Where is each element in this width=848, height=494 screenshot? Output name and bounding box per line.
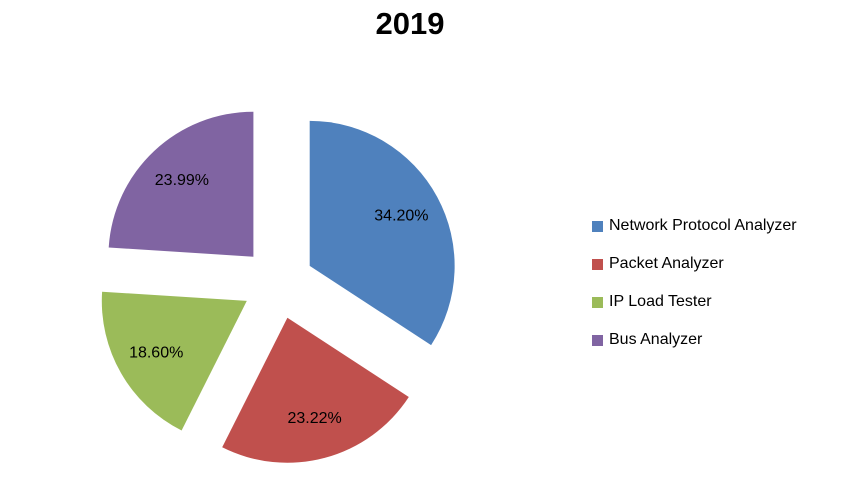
legend-item-bus-analyzer: Bus Analyzer	[592, 331, 797, 349]
pie-slice-label: 34.20%	[374, 208, 428, 225]
pie-slice-packet-analyzer	[222, 317, 409, 463]
legend-item-ip-load-tester: IP Load Tester	[592, 293, 797, 311]
legend-color-swatch-icon	[592, 220, 603, 232]
legend-item-label: Packet Analyzer	[609, 255, 724, 272]
legend-color-swatch-icon	[592, 296, 603, 308]
legend-color-swatch-icon	[592, 258, 603, 270]
legend-item-label: Network Protocol Analyzer	[609, 217, 797, 234]
pie-slice-label: 23.22%	[287, 410, 341, 427]
legend-item-packet-analyzer: Packet Analyzer	[592, 255, 797, 273]
pie-slice-label: 23.99%	[155, 172, 209, 189]
pie-slice-network-protocol-analyzer	[309, 120, 455, 346]
legend-item-label: IP Load Tester	[609, 293, 712, 310]
chart-title: 2019	[375, 6, 445, 41]
pie-slice-bus-analyzer	[108, 111, 254, 257]
legend: Network Protocol Analyzer Packet Analyze…	[592, 217, 797, 369]
pie-slice-label: 18.60%	[129, 344, 183, 361]
legend-item-network-protocol-analyzer: Network Protocol Analyzer	[592, 217, 797, 235]
pie-slice-ip-load-tester	[101, 291, 247, 431]
legend-color-swatch-icon	[592, 334, 603, 346]
legend-item-label: Bus Analyzer	[609, 331, 703, 348]
